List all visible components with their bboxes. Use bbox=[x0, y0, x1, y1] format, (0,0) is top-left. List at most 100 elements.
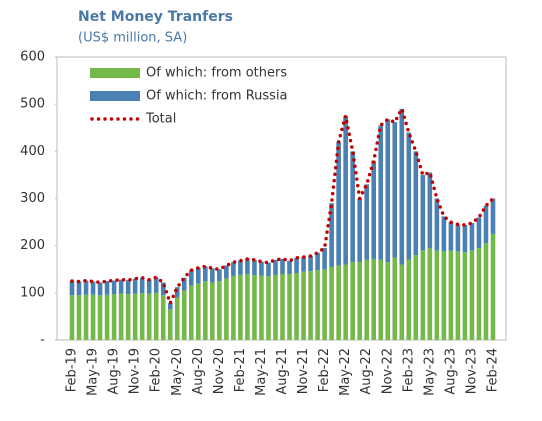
x-tick-label: Nov-19 bbox=[128, 348, 143, 394]
bar bbox=[111, 294, 117, 340]
x-tick-label: Nov-21 bbox=[296, 348, 311, 394]
bar bbox=[210, 268, 215, 283]
bar bbox=[378, 125, 384, 260]
legend-label: Of which: from others bbox=[146, 66, 287, 81]
x-tick-label: May-20 bbox=[170, 348, 185, 396]
bar bbox=[125, 280, 131, 295]
bar bbox=[118, 279, 124, 294]
bar bbox=[224, 265, 229, 279]
bar bbox=[315, 252, 320, 271]
bar bbox=[273, 274, 278, 340]
bar bbox=[399, 264, 405, 340]
bar bbox=[76, 281, 82, 296]
bar bbox=[160, 295, 166, 340]
bar bbox=[462, 224, 468, 253]
bar bbox=[371, 160, 377, 259]
bar bbox=[322, 248, 327, 270]
bar bbox=[210, 282, 215, 340]
bar bbox=[217, 269, 222, 282]
bar bbox=[160, 282, 166, 296]
bar bbox=[287, 260, 292, 274]
x-tick-label: Nov-22 bbox=[380, 348, 395, 394]
chart-title: Net Money Tranfers bbox=[78, 9, 233, 25]
bar bbox=[139, 277, 145, 294]
bar bbox=[132, 293, 138, 340]
bar bbox=[350, 262, 355, 340]
bar bbox=[188, 270, 194, 286]
x-tick-label: May-21 bbox=[254, 348, 269, 396]
bar bbox=[273, 259, 278, 275]
bar bbox=[294, 273, 299, 340]
bar bbox=[308, 271, 313, 340]
bar bbox=[287, 273, 292, 340]
bar bbox=[188, 285, 194, 340]
bar bbox=[153, 292, 159, 340]
bar bbox=[174, 287, 180, 298]
x-tick-label: Aug-19 bbox=[107, 348, 122, 395]
bar bbox=[301, 271, 306, 340]
bar bbox=[385, 119, 391, 263]
bar bbox=[427, 248, 433, 340]
bar bbox=[231, 262, 236, 277]
bar bbox=[139, 293, 145, 340]
bar bbox=[167, 303, 173, 310]
x-tick-label: Feb-24 bbox=[486, 348, 501, 392]
bar bbox=[280, 273, 285, 340]
y-tick-label: 200 bbox=[20, 238, 45, 253]
bar bbox=[329, 203, 334, 267]
bar bbox=[69, 281, 75, 296]
legend-swatch bbox=[90, 68, 140, 78]
bar bbox=[111, 280, 117, 295]
x-tick-label: Aug-20 bbox=[191, 348, 206, 395]
bar bbox=[441, 216, 447, 252]
x-tick-label: Aug-21 bbox=[275, 348, 290, 395]
bar bbox=[308, 256, 313, 272]
legend-label: Of which: from Russia bbox=[146, 89, 288, 104]
bar bbox=[406, 259, 412, 340]
bar bbox=[76, 295, 82, 340]
bar bbox=[413, 151, 419, 256]
bar bbox=[97, 295, 103, 340]
y-tick-label: 600 bbox=[20, 50, 45, 65]
bar bbox=[294, 257, 299, 274]
bar bbox=[490, 233, 496, 340]
x-tick-label: Feb-21 bbox=[233, 348, 248, 392]
bar bbox=[476, 248, 482, 340]
bar bbox=[476, 217, 482, 249]
legend-label: Total bbox=[145, 112, 176, 127]
bar bbox=[238, 260, 243, 275]
bar bbox=[455, 224, 461, 252]
y-tick-label: 300 bbox=[20, 191, 45, 206]
bar bbox=[357, 262, 362, 340]
bar bbox=[69, 295, 75, 340]
bar bbox=[132, 278, 138, 294]
bar bbox=[231, 276, 236, 340]
x-tick-label: Feb-23 bbox=[401, 348, 416, 392]
bar bbox=[350, 151, 355, 263]
bar bbox=[483, 205, 489, 244]
bar bbox=[153, 277, 159, 293]
y-tick-label: 500 bbox=[20, 97, 45, 112]
bar bbox=[90, 281, 96, 295]
bar bbox=[118, 293, 124, 340]
bar bbox=[259, 275, 264, 340]
x-tick-label: Nov-23 bbox=[464, 348, 479, 394]
bar bbox=[280, 258, 285, 274]
bar bbox=[343, 264, 348, 340]
y-tick-label: 100 bbox=[20, 285, 45, 300]
bar bbox=[125, 294, 131, 340]
bar bbox=[378, 259, 384, 340]
bar bbox=[462, 252, 468, 340]
bar bbox=[224, 278, 229, 340]
y-tick-label: 400 bbox=[20, 144, 45, 159]
bar bbox=[146, 279, 152, 294]
bar bbox=[434, 250, 440, 340]
bar bbox=[238, 274, 243, 340]
bar bbox=[181, 290, 187, 340]
bar bbox=[385, 262, 391, 340]
bar bbox=[266, 262, 271, 277]
x-tick-label: May-22 bbox=[338, 348, 353, 396]
bar bbox=[315, 270, 320, 340]
bar bbox=[455, 251, 461, 340]
